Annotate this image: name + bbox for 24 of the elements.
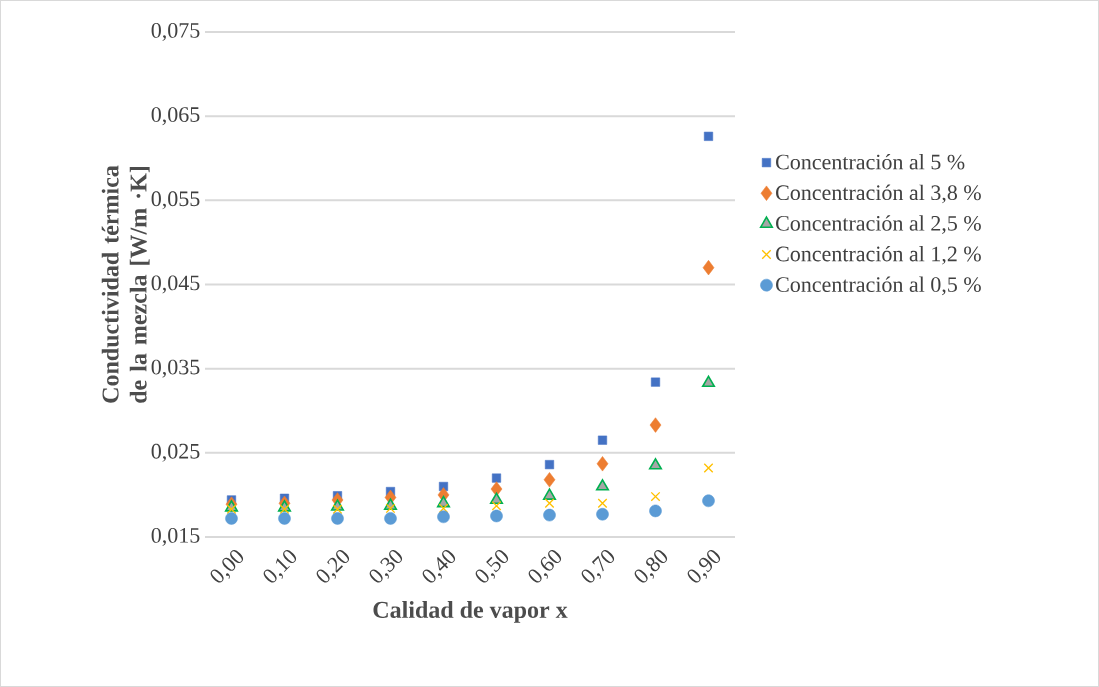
legend-label: Concentración al 2,5 % <box>776 215 981 234</box>
legend-label: Concentración al 0,5 % <box>776 276 981 296</box>
x-axis-title: Calidad de vapor x <box>373 601 568 623</box>
y-tick-label: 0,045 <box>151 275 200 294</box>
legend-label: Concentración al 3,8 % <box>776 184 981 204</box>
x-tick-label: 0,40 <box>422 550 456 583</box>
x-tick-label: 0,10 <box>263 550 297 583</box>
x-tick-label: 0,60 <box>528 550 562 583</box>
y-tick-label: 0,055 <box>151 191 200 210</box>
x-tick-label: 0,70 <box>581 550 615 583</box>
legend-label: Concentración al 5 % <box>776 154 965 170</box>
x-tick-label: 0,90 <box>687 550 721 583</box>
legend-label: Concentración al 1,2 % <box>776 245 981 265</box>
x-tick-label: 0,20 <box>316 550 350 583</box>
x-tick-label: 0,00 <box>210 550 244 583</box>
y-tick-label: 0,075 <box>151 22 200 41</box>
x-tick-label: 0,50 <box>475 550 509 583</box>
y-tick-label: 0,035 <box>151 359 200 378</box>
y-tick-label: 0,015 <box>151 528 200 547</box>
y-axis-title: Conductividad térmica de la mezcla [W/m ·K] <box>101 165 150 403</box>
x-tick-label: 0,30 <box>369 550 403 583</box>
y-tick-label: 0,025 <box>151 443 200 462</box>
x-tick-label: 0,80 <box>634 550 668 583</box>
y-tick-label: 0,065 <box>151 107 200 126</box>
